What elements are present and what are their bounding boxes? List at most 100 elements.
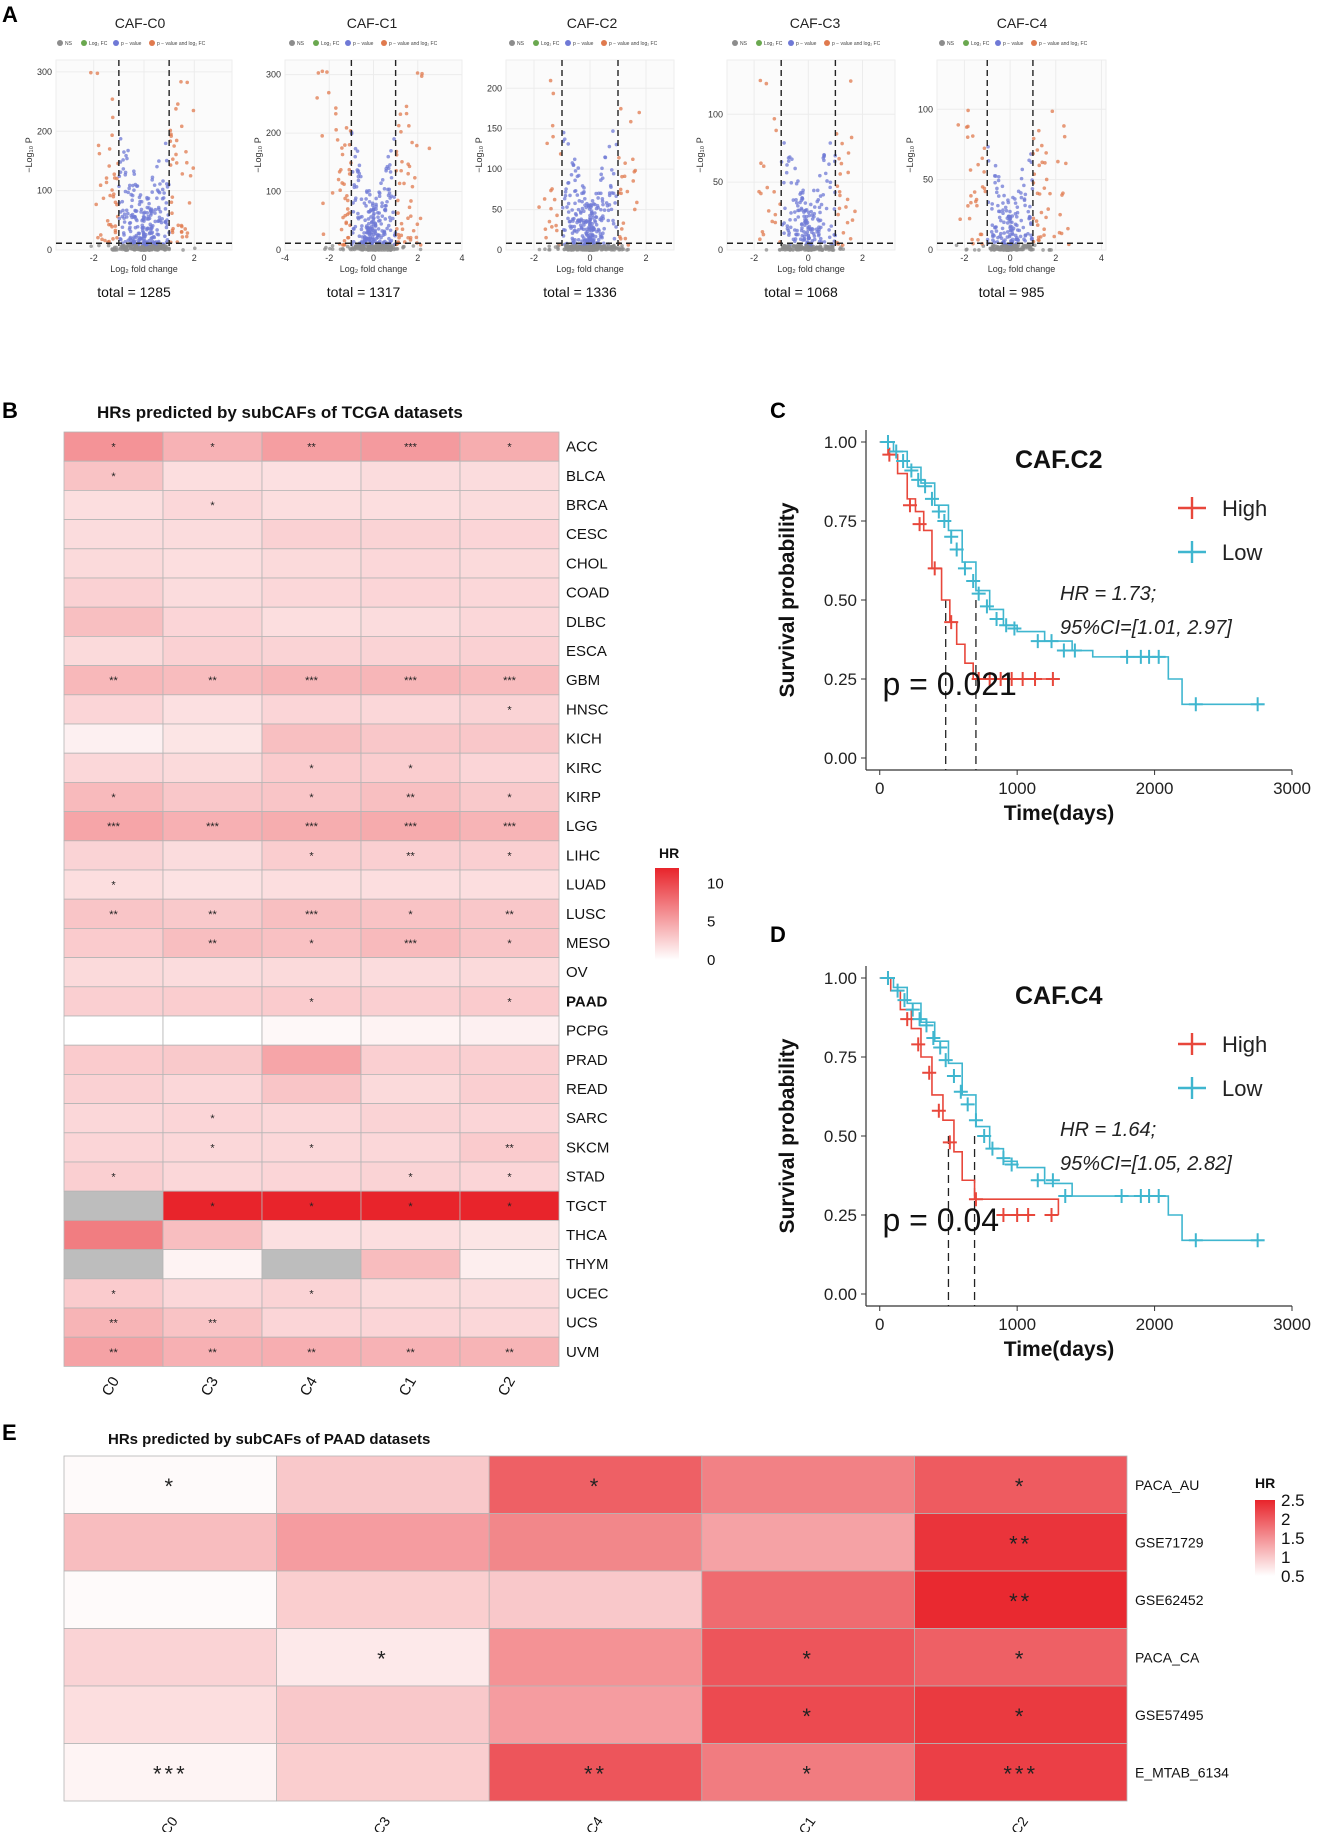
km-censor-mark	[944, 529, 959, 544]
volcano-point	[415, 222, 420, 227]
heatmap-row-label: UCEC	[566, 1285, 609, 1302]
volcano-point	[124, 208, 129, 213]
volcano-point	[597, 228, 601, 233]
volcano-plot-area	[726, 59, 896, 251]
volcano-point	[633, 207, 637, 212]
heatmap-cell	[360, 898, 461, 929]
volcano-point	[128, 220, 133, 225]
volcano-point	[351, 240, 356, 244]
volcano-point	[1002, 193, 1006, 198]
volcano-point	[133, 235, 138, 239]
heatmap-row-label: GBM	[566, 672, 600, 689]
km-censor-mark	[957, 561, 972, 576]
volcano-xtick-label: -2	[750, 253, 758, 263]
heatmap-cell	[162, 1161, 263, 1192]
volcano-legend-swatch	[732, 40, 738, 46]
volcano-point	[179, 124, 184, 129]
volcano-point	[391, 216, 395, 221]
volcano-point-ns	[992, 243, 996, 248]
heatmap-significance: *	[408, 763, 413, 775]
heatmap-cell	[261, 431, 362, 462]
volcano-point	[828, 185, 832, 190]
km-censor-mark	[971, 586, 986, 601]
volcano-point	[786, 228, 791, 233]
volcano-point	[345, 207, 350, 211]
volcano-point	[95, 71, 100, 76]
volcano-point	[106, 243, 111, 248]
volcano-point	[387, 191, 392, 195]
volcano-point	[547, 219, 552, 224]
volcano-point	[1041, 248, 1045, 252]
km-xtick-label: 3000	[1273, 779, 1311, 798]
heatmap-significance: *	[309, 763, 314, 775]
volcano-point	[1052, 234, 1057, 239]
volcano-point	[594, 215, 599, 220]
volcano-point-ns	[591, 246, 595, 251]
volcano-point-ns	[154, 246, 159, 251]
volcano-point	[157, 215, 162, 220]
volcano-legend-swatch	[963, 40, 969, 46]
volcano-point	[170, 230, 175, 235]
heatmap-cell	[63, 811, 164, 842]
volcano-ylabel: −Log₁₀ P	[24, 137, 34, 173]
volcano-point	[617, 155, 621, 160]
volcano-title: CAF-C0	[115, 15, 166, 31]
heatmap-cell	[63, 986, 164, 1017]
volcano-point	[816, 229, 821, 234]
volcano-point	[117, 184, 121, 189]
volcano-point	[382, 230, 387, 235]
volcano-point	[104, 180, 109, 185]
km-censor-mark	[989, 611, 1004, 626]
km-ytick-label: 0.00	[824, 749, 857, 768]
volcano-point	[126, 148, 130, 153]
volcano-point	[342, 238, 347, 243]
volcano-point	[1022, 197, 1027, 201]
heatmap-significance: ***	[503, 675, 517, 687]
volcano-legend-swatch	[113, 40, 119, 46]
volcano-point	[549, 188, 553, 193]
heatmap-row-label: E_MTAB_6134	[1135, 1764, 1229, 1780]
volcano-point	[402, 181, 406, 186]
heatmap-significance: *	[802, 1704, 814, 1729]
volcano-point	[799, 198, 804, 203]
heatmap-cell	[459, 840, 560, 871]
volcano-point	[578, 223, 583, 227]
volcano-point	[820, 248, 825, 252]
km-censor-mark	[1007, 621, 1022, 636]
volcano-point	[608, 183, 613, 188]
heatmap-cell	[162, 1074, 263, 1105]
volcano-point	[153, 219, 158, 224]
volcano-point	[992, 174, 997, 178]
heatmap-row-label: ESCA	[566, 643, 607, 660]
volcano-point	[174, 161, 179, 165]
volcano-point-ns	[1008, 246, 1013, 250]
panel-letter-c: C	[770, 398, 786, 423]
volcano-point	[404, 111, 409, 116]
volcano-point	[564, 187, 568, 191]
volcano-point	[380, 201, 384, 205]
volcano-point	[566, 180, 571, 185]
volcano-point	[544, 235, 548, 240]
volcano-point	[588, 219, 592, 223]
volcano-point	[110, 188, 114, 192]
volcano-point	[397, 235, 401, 240]
volcano-point	[599, 218, 604, 223]
volcano-point	[385, 199, 389, 204]
volcano-point	[1019, 176, 1024, 181]
volcano-point	[803, 201, 808, 205]
heatmap-cell	[360, 1103, 461, 1134]
km-censor-mark	[897, 993, 912, 1008]
volcano-point	[589, 211, 594, 216]
volcano-point	[785, 224, 790, 228]
volcano-point	[401, 245, 406, 249]
volcano-point	[613, 201, 617, 205]
heatmap-row-label: MESO	[566, 935, 610, 952]
volcano-point	[127, 186, 131, 191]
volcano-point-ns	[596, 246, 600, 250]
heatmap-cell	[360, 723, 461, 754]
km-legend-swatch	[1178, 497, 1206, 519]
volcano-point	[810, 239, 815, 243]
km-ylabel: Survival probability	[776, 1038, 799, 1233]
volcano-xtick-label: -2	[530, 253, 538, 263]
km-censor-mark	[996, 1151, 1011, 1166]
